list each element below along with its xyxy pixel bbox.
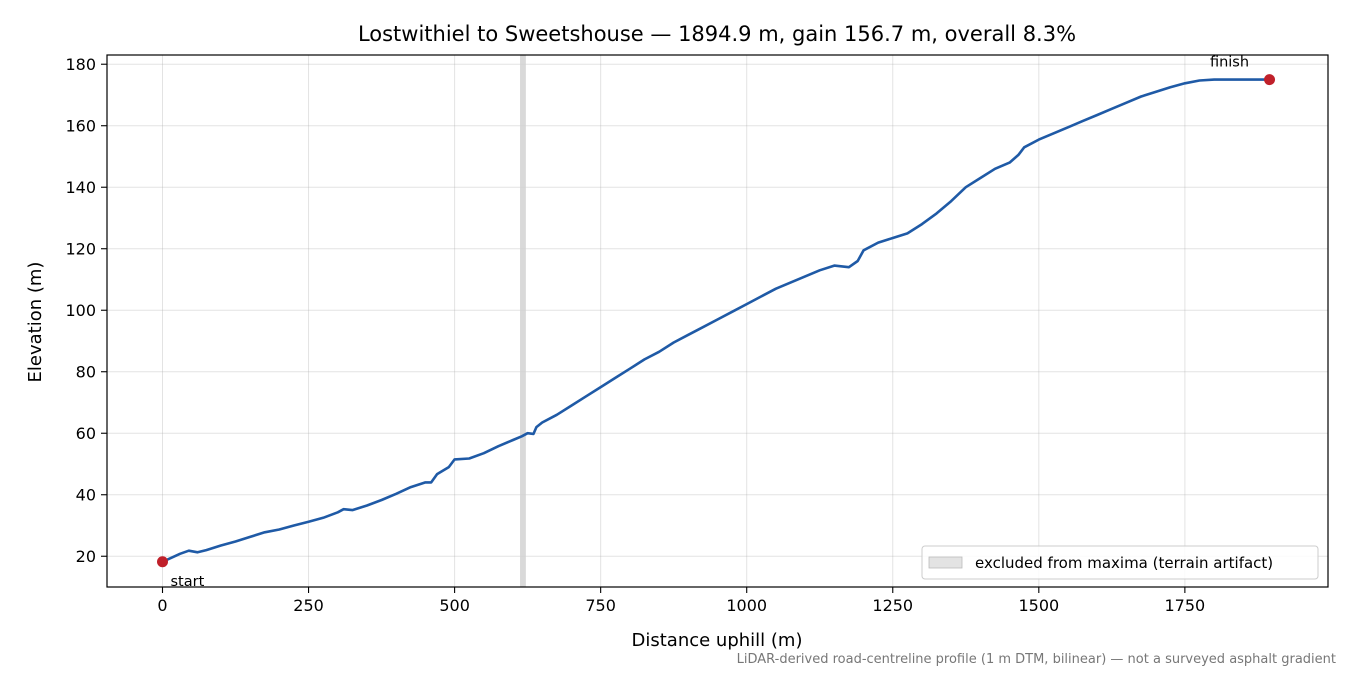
excluded-band-rect [520, 55, 526, 587]
x-axis-label: Distance uphill (m) [632, 630, 803, 651]
plot-frame [106, 54, 1329, 588]
x-tick-label: 250 [293, 596, 324, 615]
marker-start [157, 556, 168, 568]
y-tick-label: 20 [76, 547, 96, 566]
x-axis-ticks: 0 250 500 750 1000 1250 1500 1750 [157, 587, 1205, 615]
chart-title: Lostwithiel to Sweetshouse — 1894.9 m, g… [358, 22, 1076, 46]
x-tick-label: 750 [585, 596, 616, 615]
x-tick-label: 0 [157, 596, 167, 615]
x-tick-label: 1750 [1165, 596, 1206, 615]
legend: excluded from maxima (terrain artifact) [921, 545, 1319, 580]
y-tick-label: 140 [65, 178, 96, 197]
markers: start finish [157, 55, 1276, 590]
y-axis-ticks: 20 40 60 80 100 120 140 160 180 [65, 55, 107, 566]
y-tick-label: 160 [65, 117, 96, 136]
marker-finish [1264, 74, 1276, 86]
legend-swatch [928, 556, 963, 569]
legend-label: excluded from maxima (terrain artifact) [975, 554, 1273, 572]
marker-label-start: start [171, 574, 205, 590]
y-tick-label: 40 [76, 486, 96, 505]
y-axis-label: Elevation (m) [25, 262, 46, 383]
x-tick-label: 1250 [872, 596, 913, 615]
excluded-band [520, 55, 526, 587]
y-tick-label: 120 [65, 240, 96, 259]
y-tick-label: 80 [76, 363, 96, 382]
x-tick-label: 1000 [726, 596, 767, 615]
x-tick-label: 1500 [1018, 596, 1059, 615]
footnote: LiDAR-derived road-centreline profile (1… [736, 652, 1336, 667]
grid [107, 55, 1328, 587]
marker-label-finish: finish [1210, 55, 1249, 71]
y-tick-label: 100 [65, 301, 96, 320]
x-tick-label: 500 [439, 596, 470, 615]
elevation-line [161, 78, 1271, 564]
y-tick-label: 60 [76, 424, 96, 443]
y-tick-label: 180 [65, 55, 96, 74]
legend-box [921, 545, 1319, 580]
